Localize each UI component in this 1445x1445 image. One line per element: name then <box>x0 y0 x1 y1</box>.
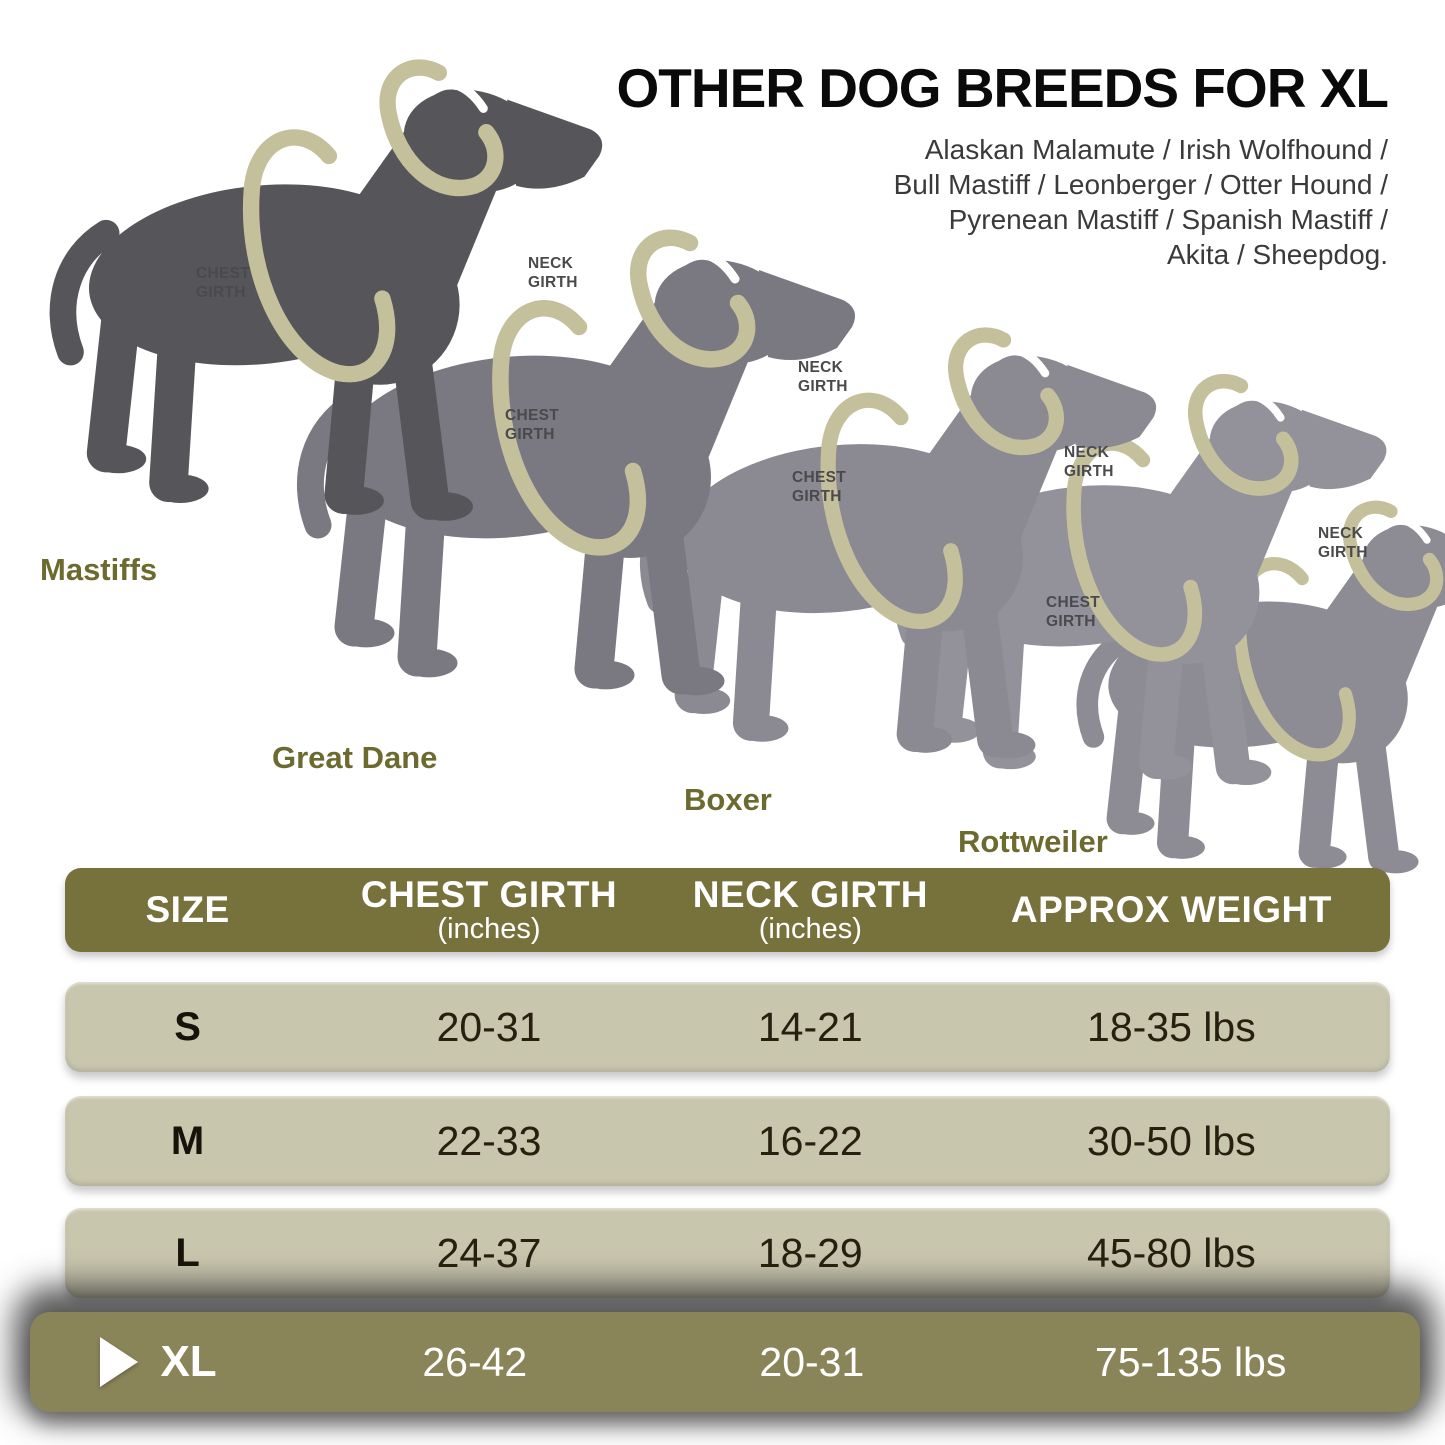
chest-girth-label: CHEST GIRTH <box>196 265 251 301</box>
dog-legs <box>1106 692 1400 873</box>
dog-boxer <box>615 300 1170 795</box>
dog-silhouette-diagram: Rottweiler Boxer <box>15 55 1445 874</box>
chest-girth-value: 26-42 <box>422 1338 528 1385</box>
ear-outline <box>1213 391 1285 422</box>
girth-measuring-ropes <box>820 327 1064 630</box>
dog-paws <box>1109 811 1419 874</box>
column-header: SIZE <box>65 868 310 952</box>
selected-size-arrow-icon <box>100 1337 139 1387</box>
column-header-unit: (inches) <box>437 913 541 945</box>
neck-girth-value: 16-22 <box>757 1117 863 1164</box>
dog-tail <box>1076 630 1133 748</box>
girth-measuring-ropes <box>492 229 756 556</box>
chest-girth-rope <box>492 300 647 556</box>
size-value: M <box>170 1118 205 1163</box>
size-row-m: M 22-33 16-22 30-50 lbs <box>65 1096 1390 1186</box>
weight-value: 75-135 lbs <box>1094 1338 1287 1385</box>
ear-outline <box>1365 516 1431 544</box>
neck-girth-rope <box>1187 374 1299 496</box>
size-row-l: L 24-37 18-29 45-80 lbs <box>65 1208 1390 1298</box>
size-value: S <box>174 1004 201 1049</box>
ear-outline <box>658 248 740 284</box>
breed-note-line: Bull Mastiff / Leonberger / Otter Hound … <box>893 169 1388 200</box>
breed-label: Rottweiler <box>958 824 1108 859</box>
girth-measuring-ropes <box>242 59 504 383</box>
breed-label: Great Dane <box>272 740 438 775</box>
breed-note-line: Akita / Sheepdog. <box>1166 239 1388 270</box>
dog-paws <box>89 444 473 521</box>
neck-girth-rope <box>948 327 1064 455</box>
neck-girth-value: 14-21 <box>757 1003 863 1050</box>
neck-girth-label: NECK GIRTH <box>1318 525 1368 561</box>
weight-value: 30-50 lbs <box>1087 1117 1256 1164</box>
chest-girth-value: 20-31 <box>436 1003 542 1050</box>
column-header: NECK GIRTH (inches) <box>668 868 953 952</box>
dog-legs <box>86 297 450 520</box>
breed-list-note: Alaskan Malamute / Irish Wolfhound / Bull… <box>894 132 1388 272</box>
column-header-label: CHEST GIRTH <box>360 874 618 915</box>
ear-outline <box>974 345 1050 378</box>
neck-girth-label: NECK GIRTH <box>798 359 848 395</box>
weight-value: 18-35 lbs <box>1087 1003 1256 1050</box>
neck-girth-rope <box>379 59 504 197</box>
neck-girth-value: 20-31 <box>759 1338 865 1385</box>
column-header-label: NECK GIRTH <box>692 874 928 915</box>
column-header: CHEST GIRTH (inches) <box>310 868 668 952</box>
column-header-label: APPROX WEIGHT <box>1010 889 1332 930</box>
chest-girth-label: CHEST GIRTH <box>505 407 560 443</box>
neck-girth-rope <box>1343 500 1444 611</box>
weight-value: 45-80 lbs <box>1087 1229 1256 1276</box>
column-header-label: SIZE <box>145 889 230 930</box>
chest-girth-value: 24-37 <box>436 1229 542 1276</box>
dog-tail <box>49 219 120 366</box>
neck-girth-rope <box>630 229 756 368</box>
breed-note-line: Alaskan Malamute / Irish Wolfhound / <box>924 134 1388 165</box>
dog-mastiffs <box>15 55 625 560</box>
column-header: APPROX WEIGHT <box>953 868 1390 952</box>
size-row-s: S 20-31 14-21 18-35 lbs <box>65 982 1390 1072</box>
size-value: XL <box>30 1337 287 1387</box>
dog-silhouette <box>49 59 603 521</box>
chest-girth-rope <box>820 392 963 630</box>
chest-girth-value: 22-33 <box>436 1117 542 1164</box>
size-row-xl: XL 26-42 20-31 75-135 lbs <box>30 1312 1420 1412</box>
size-value: L <box>175 1230 200 1275</box>
chest-girth-rope <box>242 129 396 383</box>
chest-girth-label: CHEST GIRTH <box>792 469 847 505</box>
dog-paws <box>337 618 725 696</box>
column-header-unit: (inches) <box>758 913 862 945</box>
neck-girth-label: NECK GIRTH <box>528 255 578 291</box>
breed-note-line: Pyrenean Mastiff / Spanish Mastiff / <box>948 204 1388 235</box>
dog-silhouette <box>640 327 1157 759</box>
breed-label: Boxer <box>684 782 772 817</box>
size-label: XL <box>160 1337 217 1386</box>
neck-girth-label: NECK GIRTH <box>1064 444 1114 480</box>
chest-girth-label: CHEST GIRTH <box>1046 594 1101 630</box>
breed-label: Mastiffs <box>40 552 158 587</box>
size-table-header: SIZE CHEST GIRTH (inches) NECK GIRTH (inches… <box>65 868 1390 952</box>
page-title: OTHER DOG BREEDS FOR XL <box>616 57 1389 119</box>
neck-girth-value: 18-29 <box>757 1229 863 1276</box>
ear-outline <box>407 78 488 113</box>
